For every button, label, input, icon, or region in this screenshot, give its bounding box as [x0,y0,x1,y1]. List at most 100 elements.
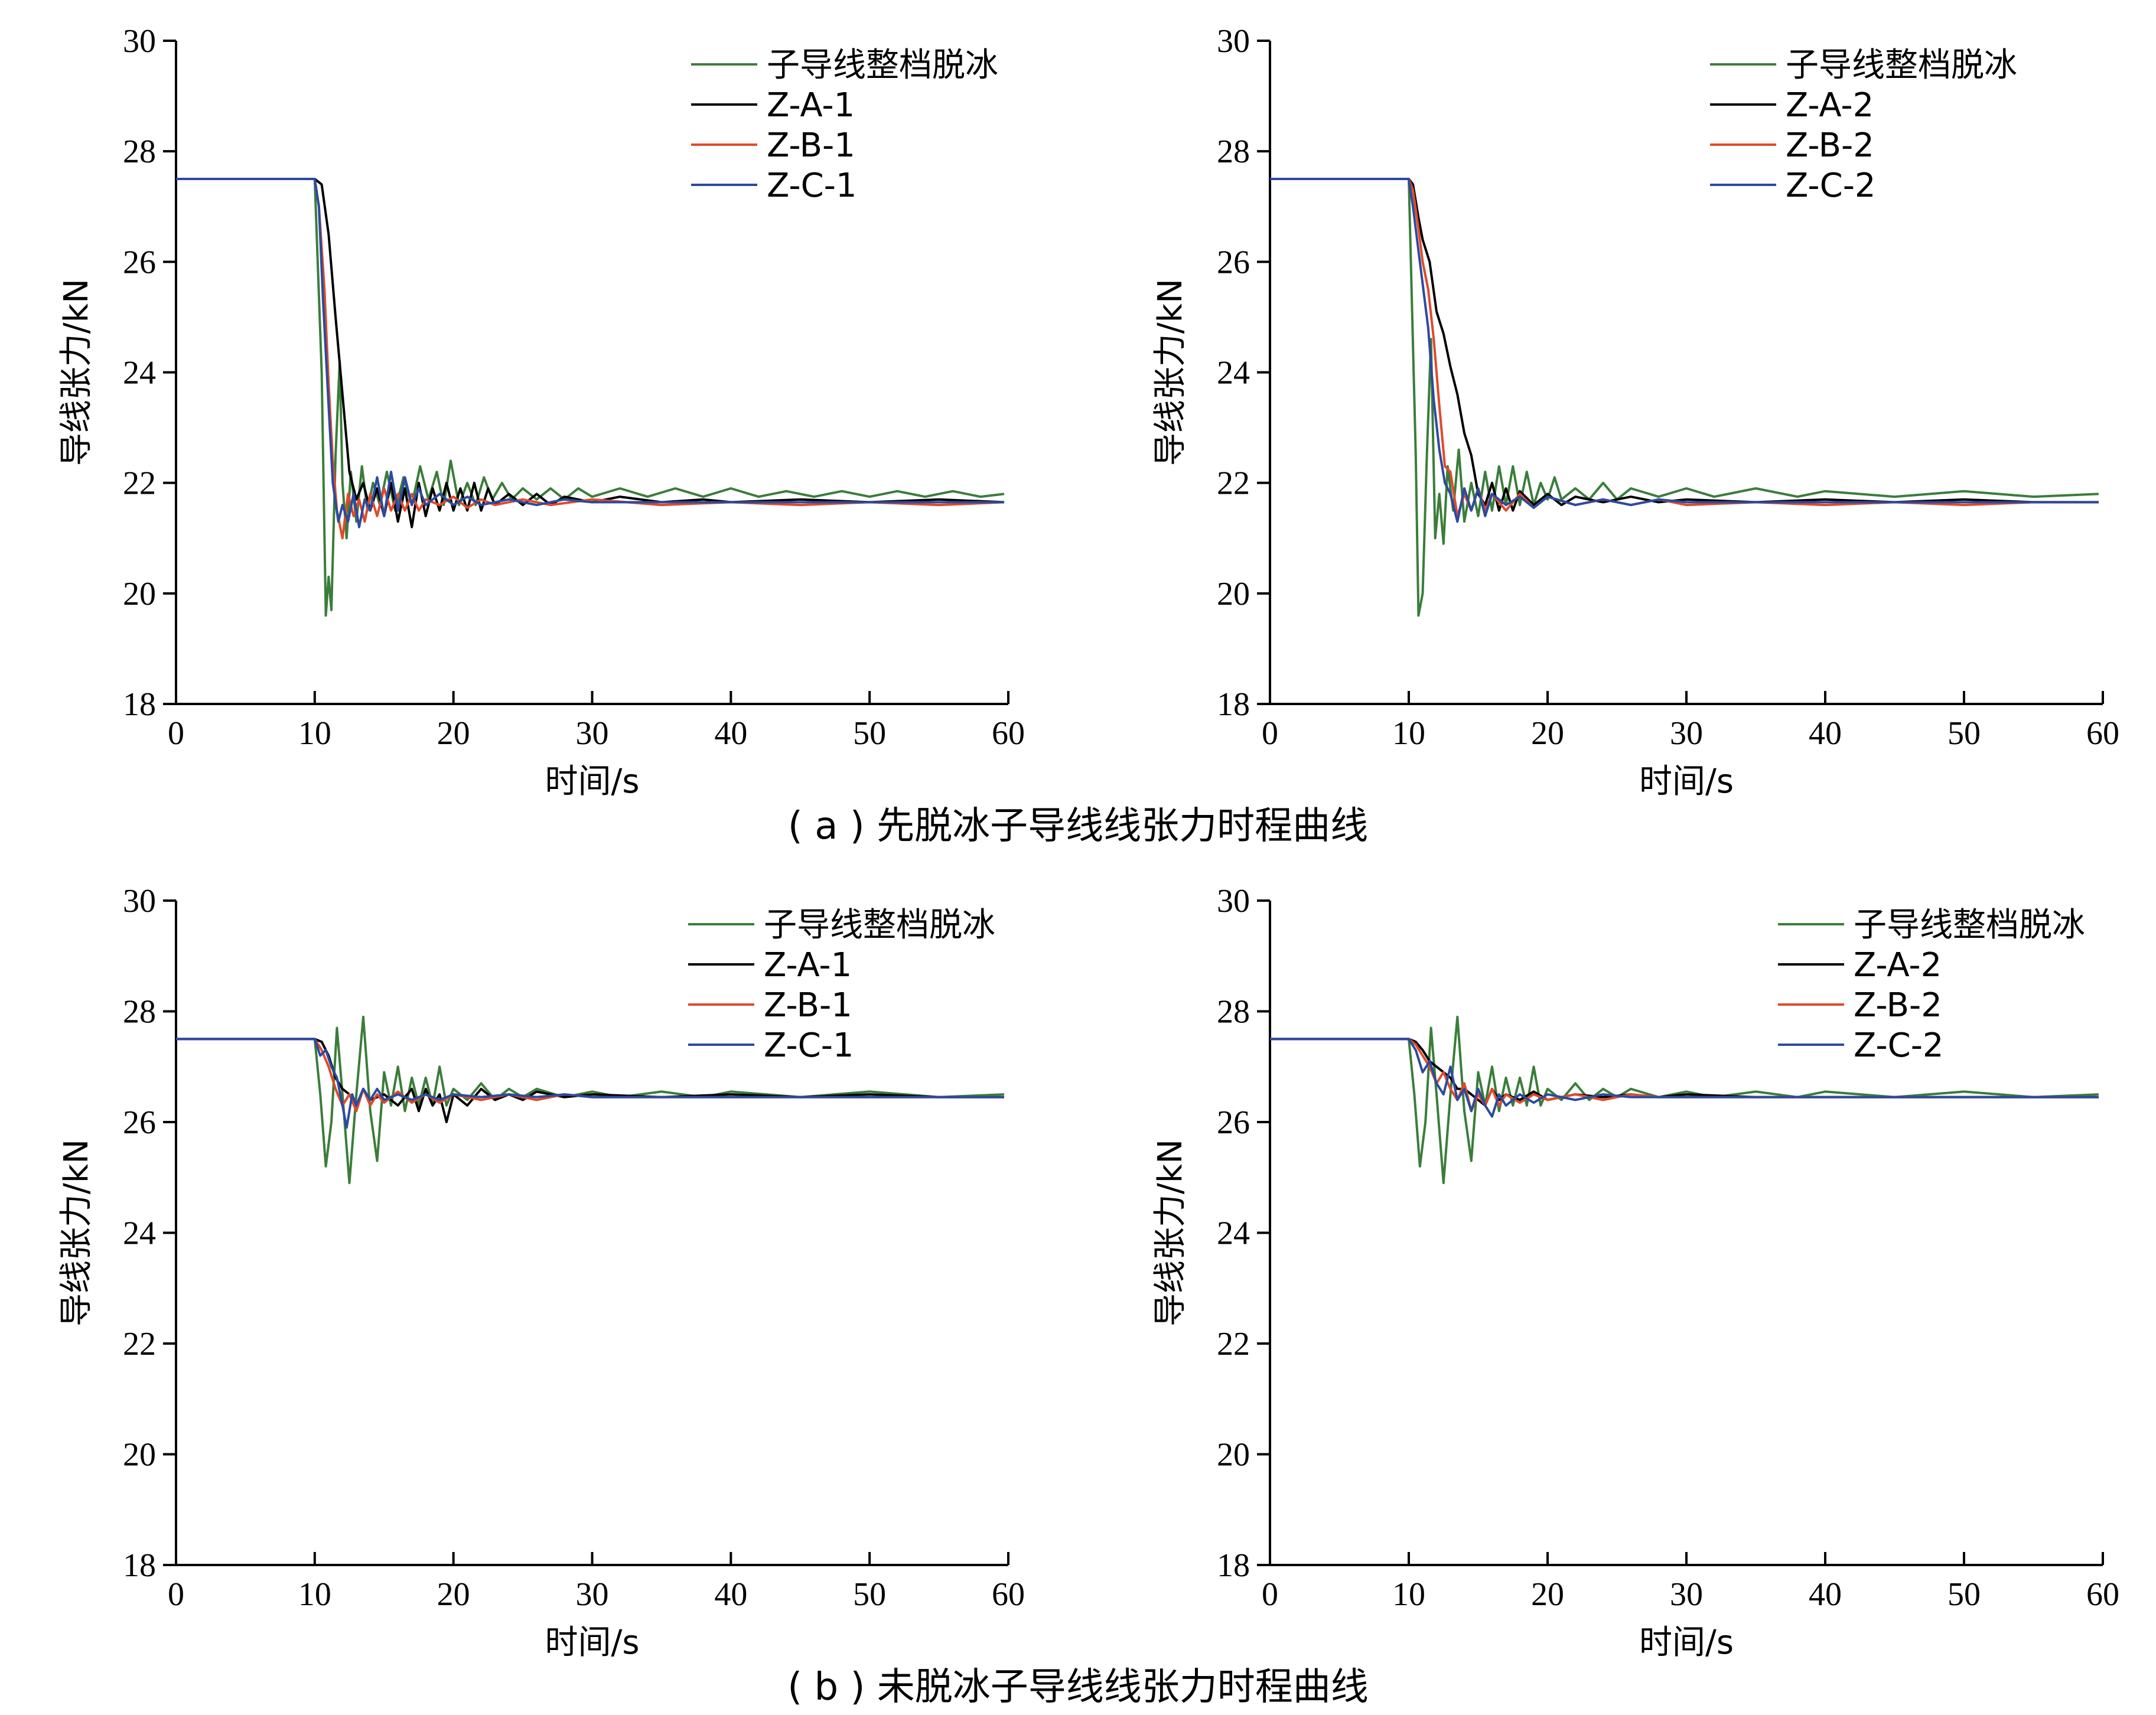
legend-label: Z-C-2 [1786,167,1876,205]
y-tick-label: 28 [1217,994,1250,1031]
x-tick-label: 20 [1531,715,1564,752]
y-tick-label: 18 [1217,686,1250,723]
x-tick-label: 50 [853,715,886,752]
y-tick-label: 24 [123,355,156,392]
caption-a: ( a ) 先脱冰子导线线张力时程曲线 [788,804,1368,848]
x-tick-label: 10 [298,715,331,752]
legend-label: Z-C-1 [764,1026,854,1065]
series-line-1 [176,178,1005,617]
series-line-3 [176,178,1005,540]
x-axis-title: 时间/s [1639,762,1734,801]
y-tick-label: 22 [1217,465,1250,502]
y-tick-label: 30 [123,883,156,920]
x-tick-label: 10 [1392,1576,1425,1613]
x-tick-label: 40 [714,1576,747,1613]
y-tick-label: 24 [1217,1215,1250,1252]
chart-panel-a-left: 18 20 22 24 26 28 30 0 10 20 30 40 50 60 时间/s 导线张力/kN 子导… [57,23,1025,801]
x-axis-title: 时间/s [545,762,639,801]
legend-label: Z-B-2 [1786,126,1874,165]
series-line-1 [1270,1015,2099,1185]
x-tick-label: 10 [298,1576,331,1613]
x-tick-label: 0 [168,715,184,752]
series-line-3 [176,1038,1004,1113]
x-tick-label: 30 [576,1576,609,1613]
legend-label: Z-A-2 [1854,946,1942,984]
series-line-4 [1270,178,2099,523]
series-line-4 [176,178,1004,529]
legend-label: Z-C-2 [1854,1026,1944,1065]
x-tick-label: 50 [1947,715,1981,752]
legend-label: Z-C-1 [767,167,857,205]
caption-b: ( b ) 未脱冰子导线线张力时程曲线 [787,1665,1369,1709]
chart-panel-b-left: 18 20 22 24 26 28 30 0 10 20 30 40 50 60 时间/s 导线张力/kN 子导… [57,883,1025,1662]
y-axis-title: 导线张力/kN [57,279,96,466]
y-tick-label: 18 [123,686,156,723]
x-tick-label: 60 [2086,715,2119,752]
series-line-4 [176,1038,1004,1129]
chart-panel-a-right: 18 20 22 24 26 28 30 0 10 20 30 40 50 60 时间/s 导线张力/kN 子导… [1151,23,2119,801]
y-tick-label: 22 [1217,1326,1250,1362]
x-tick-label: 20 [437,715,470,752]
y-tick-label: 22 [123,465,156,502]
legend-label: Z-A-2 [1786,86,1874,125]
x-tick-label: 0 [1262,1576,1278,1613]
y-tick-label: 26 [123,1104,156,1141]
x-tick-label: 50 [853,1576,886,1613]
y-tick-label: 28 [123,133,156,170]
x-tick-label: 40 [714,715,747,752]
x-tick-label: 0 [1262,715,1278,752]
x-tick-label: 30 [1670,1576,1703,1613]
y-tick-label: 18 [123,1547,156,1584]
x-tick-label: 10 [1392,715,1425,752]
y-tick-label: 28 [123,994,156,1031]
x-tick-label: 60 [992,1576,1025,1613]
y-tick-label: 20 [1217,1437,1250,1473]
series-line-2 [1270,1038,2099,1107]
legend-label: Z-B-2 [1854,986,1942,1025]
x-tick-label: 60 [992,715,1025,752]
legend-label: Z-B-1 [764,986,852,1025]
x-tick-label: 50 [1947,1576,1981,1613]
x-tick-label: 40 [1809,715,1842,752]
legend-label: Z-B-1 [767,126,855,165]
y-tick-label: 22 [123,1326,156,1362]
y-tick-label: 18 [1217,1547,1250,1584]
series-line-4 [1270,1038,2099,1118]
y-tick-label: 20 [1217,576,1250,612]
y-tick-label: 28 [1217,133,1250,170]
legend-label: 子导线整档脱冰 [1786,46,2017,84]
x-tick-label: 0 [168,1576,184,1613]
series-line-2 [176,178,1005,529]
series-line-3 [1270,178,2099,517]
legend-label: 子导线整档脱冰 [1854,906,2085,944]
x-tick-label: 20 [437,1576,470,1613]
legend-label: Z-A-1 [764,946,852,984]
legend-label: 子导线整档脱冰 [764,906,995,944]
y-axis-title: 导线张力/kN [1151,1139,1190,1326]
y-tick-label: 30 [123,23,156,60]
x-tick-label: 60 [2086,1576,2119,1613]
y-tick-label: 30 [1217,23,1250,60]
y-tick-label: 26 [1217,1104,1250,1141]
x-tick-label: 30 [576,715,609,752]
y-tick-label: 30 [1217,883,1250,920]
x-tick-label: 20 [1531,1576,1564,1613]
chart-panel-b-right: 18 20 22 24 26 28 30 0 10 20 30 40 50 60 时间/s 导线张力/kN 子导… [1151,883,2119,1662]
legend-label: Z-A-1 [767,86,855,125]
x-axis-title: 时间/s [1639,1623,1734,1662]
y-axis-title: 导线张力/kN [57,1139,96,1326]
y-tick-label: 24 [123,1215,156,1252]
x-axis-title: 时间/s [545,1623,639,1662]
series-line-1 [176,1015,1005,1185]
series-line-2 [1270,178,2099,512]
y-tick-label: 26 [1217,244,1250,281]
series-line-3 [1270,1038,2099,1113]
series-line-1 [1270,178,2099,617]
legend-label: 子导线整档脱冰 [767,46,998,84]
y-tick-label: 20 [123,1437,156,1473]
x-tick-label: 30 [1670,715,1703,752]
series-line-2 [176,1038,1004,1123]
y-tick-label: 20 [123,576,156,612]
y-axis-title: 导线张力/kN [1151,279,1190,466]
y-tick-label: 24 [1217,355,1250,392]
